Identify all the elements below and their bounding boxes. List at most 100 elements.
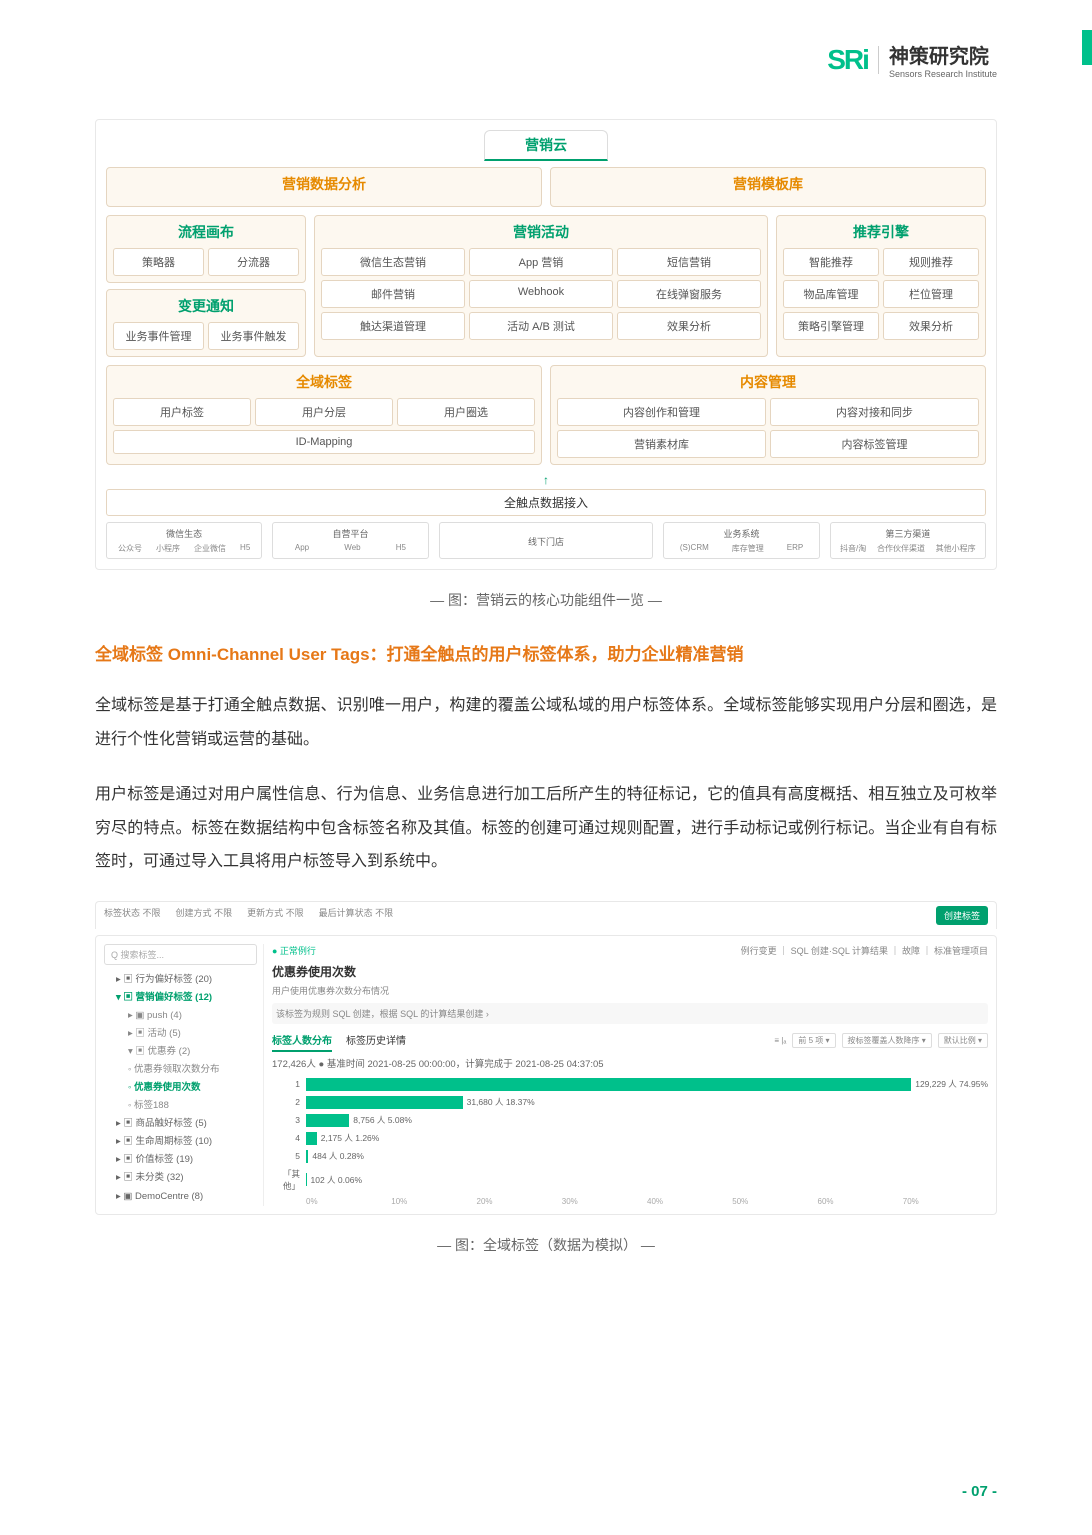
src-third: 第三方渠道 抖音/淘 合作伙伴渠道 其他小程序 — [830, 522, 986, 559]
tree-item[interactable]: ▸ ▣ 商品触好标签 (5) — [104, 1115, 257, 1133]
src-title: 第三方渠道 — [835, 527, 981, 540]
src-item: H5 — [396, 543, 406, 552]
action-links[interactable]: 例行变更 ｜ SQL 创建·SQL 计算结果 ｜ 故障 ｜ 标准管理项目 — [741, 944, 988, 957]
src-item: Web — [344, 543, 360, 552]
filter-value: 不限 — [143, 908, 161, 918]
cell: App 营销 — [469, 248, 613, 276]
chart-row: 5484 人 0.28% — [272, 1150, 988, 1163]
src-item: ERP — [787, 543, 803, 554]
src-item: 企业微信 — [194, 543, 226, 554]
logo: SRi 神策研究院 Sensors Research Institute — [827, 40, 997, 79]
filter-value: 不限 — [214, 908, 232, 918]
page-number: - 07 - — [962, 1483, 997, 1500]
filter-value: 不限 — [286, 908, 304, 918]
tag-description: 用户使用优惠券次数分布情况 — [272, 984, 988, 997]
tree-item[interactable]: ▾ ▣ 营销偏好标签 (12) — [104, 989, 257, 1007]
src-title: 业务系统 — [668, 527, 814, 540]
screenshot-caption: — 图：全域标签（数据为模拟） — — [95, 1235, 997, 1255]
cell: 规则推荐 — [883, 248, 979, 276]
section-title: 全域标签 Omni-Channel User Tags：打通全触点的用户标签体系… — [95, 640, 997, 665]
panel-tags: 全域标签 用户标签 用户分层 用户圈选 ID-Mapping — [106, 365, 542, 465]
src-item: H5 — [240, 543, 250, 554]
arrow-up-icon: ↑ — [106, 473, 986, 487]
tree-item[interactable]: ◦ 优惠券使用次数 — [104, 1079, 257, 1097]
tree-item[interactable]: ▸ ▣ 价值标签 (19) — [104, 1151, 257, 1169]
filter-label: 更新方式 — [247, 908, 283, 918]
side-accent-bar — [1082, 30, 1092, 65]
panel-title: 全域标签 — [113, 372, 535, 392]
cell: 效果分析 — [883, 312, 979, 340]
cell: 用户标签 — [113, 398, 251, 426]
panel-content: 内容管理 内容创作和管理 内容对接和同步 营销素材库 内容标签管理 — [550, 365, 986, 465]
tree-item[interactable]: ◦ 标签188 — [104, 1097, 257, 1115]
tag-tree-sidebar: Q 搜索标签... ▸ ▣ 行为偏好标签 (20)▾ ▣ 营销偏好标签 (12)… — [104, 944, 264, 1206]
src-offline: 线下门店 — [439, 522, 654, 559]
tree-item[interactable]: ▸ ▣ DemoCentre (8) — [104, 1188, 257, 1206]
cell: 业务事件触发 — [208, 322, 299, 350]
cell: 营销素材库 — [557, 430, 766, 458]
cell: 触达渠道管理 — [321, 312, 465, 340]
cell: 邮件营销 — [321, 280, 465, 308]
cell: 效果分析 — [617, 312, 761, 340]
src-item: 库存管理 — [732, 543, 764, 554]
cell: 用户分层 — [255, 398, 393, 426]
cell: 业务事件管理 — [113, 322, 204, 350]
tree-item[interactable]: ▸ ▣ 生命周期标签 (10) — [104, 1133, 257, 1151]
src-self: 自营平台 App Web H5 — [272, 522, 428, 559]
src-item: 小程序 — [156, 543, 180, 554]
tab-distribution[interactable]: 标签人数分布 — [272, 1032, 332, 1052]
tab-history[interactable]: 标签历史详情 — [346, 1032, 406, 1052]
src-title: 微信生态 — [111, 527, 257, 540]
panel-recommend: 推荐引擎 智能推荐 规则推荐 物品库管理 栏位管理 策略引擎管理 效果分析 — [776, 215, 986, 357]
panel-title: 流程画布 — [113, 222, 299, 242]
panel-flow: 流程画布 策略器 分流器 — [106, 215, 306, 283]
search-input[interactable]: Q 搜索标签... — [104, 944, 257, 965]
cell: 物品库管理 — [783, 280, 879, 308]
cell: 内容对接和同步 — [770, 398, 979, 426]
tree-item[interactable]: ▸ ▣ 活动 (5) — [104, 1025, 257, 1043]
cell: 内容标签管理 — [770, 430, 979, 458]
page-header: SRi 神策研究院 Sensors Research Institute — [95, 40, 997, 79]
filter-value: 不限 — [375, 908, 393, 918]
tag-screenshot: 标签状态 不限 创建方式 不限 更新方式 不限 最后计算状态 不限 创建标签 Q… — [95, 901, 997, 1215]
filter-label: 创建方式 — [176, 908, 212, 918]
logo-divider — [878, 46, 879, 74]
chart-x-axis: 0%10%20%30%40%50%60%70% — [272, 1197, 988, 1206]
cell: 策略引擎管理 — [783, 312, 879, 340]
logo-text-en: Sensors Research Institute — [889, 69, 997, 79]
opt-scale[interactable]: 默认比例 ▾ — [938, 1033, 988, 1048]
cell: 分流器 — [208, 248, 299, 276]
cell: 智能推荐 — [783, 248, 879, 276]
diagram-tab-analytics: 营销数据分析 — [106, 167, 542, 207]
cell: 微信生态营销 — [321, 248, 465, 276]
logo-text-cn: 神策研究院 — [889, 40, 997, 69]
paragraph: 用户标签是通过对用户属性信息、行为信息、业务信息进行加工后所产生的特征标记，它的… — [95, 778, 997, 879]
cell: 用户圈选 — [397, 398, 535, 426]
panel-title: 营销活动 — [321, 222, 761, 242]
tree-item[interactable]: ▾ ▣ 优惠券 (2) — [104, 1043, 257, 1061]
view-icons[interactable]: ≡ |ₐ — [774, 1036, 786, 1045]
chart-row: 1129,229 人 74.95% — [272, 1078, 988, 1091]
logo-mark: SRi — [827, 44, 868, 76]
src-title: 线下门店 — [444, 535, 649, 548]
filter-label: 最后计算状态 — [319, 908, 373, 918]
src-biz: 业务系统 (S)CRM 库存管理 ERP — [663, 522, 819, 559]
tree-item[interactable]: ▸ ▣ 行为偏好标签 (20) — [104, 971, 257, 989]
cell: 策略器 — [113, 248, 204, 276]
diagram-caption: — 图：营销云的核心功能组件一览 — — [95, 590, 997, 610]
tree-item[interactable]: ▸ ▣ push (4) — [104, 1007, 257, 1025]
sql-info: 该标签为规则 SQL 创建，根据 SQL 的计算结果创建 › — [272, 1003, 988, 1024]
tree-item[interactable]: ◦ 优惠券领取次数分布 — [104, 1061, 257, 1079]
opt-sort[interactable]: 按标签覆盖人数降序 ▾ — [842, 1033, 932, 1048]
cell: 活动 A/B 测试 — [469, 312, 613, 340]
opt-top-n[interactable]: 前 5 项 ▾ — [792, 1033, 835, 1048]
chart-row: 42,175 人 1.26% — [272, 1132, 988, 1145]
chart-row: 38,756 人 5.08% — [272, 1114, 988, 1127]
cell: 栏位管理 — [883, 280, 979, 308]
tree-item[interactable]: ▸ ▣ 未分类 (32) — [104, 1169, 257, 1187]
create-tag-button[interactable]: 创建标签 — [936, 906, 988, 925]
src-item: 合作伙伴渠道 — [877, 543, 925, 554]
chart-row: 231,680 人 18.37% — [272, 1096, 988, 1109]
panel-change: 变更通知 业务事件管理 业务事件触发 — [106, 289, 306, 357]
src-item: 公众号 — [118, 543, 142, 554]
